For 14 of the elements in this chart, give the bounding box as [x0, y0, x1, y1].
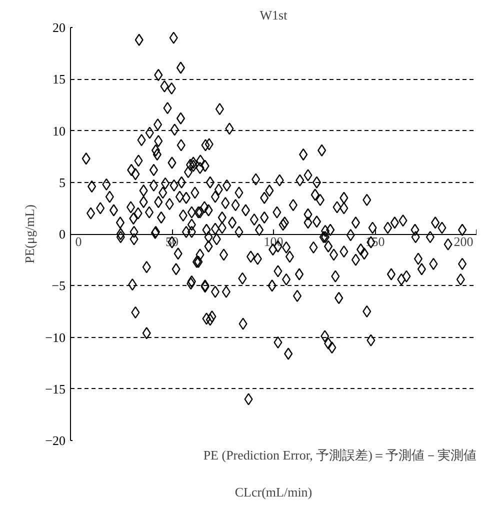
- chart-title: W1st: [260, 8, 288, 22]
- y-tick-label: −15: [45, 381, 66, 396]
- y-axis-title: PE(μg/mL): [22, 204, 38, 264]
- x-axis-title: CLcr(mL/min): [234, 484, 312, 500]
- y-tick-label: −5: [52, 278, 66, 294]
- y-tick-label: −20: [45, 433, 66, 448]
- text: PE (Prediction Error, 予測誤差)＝予測値－実測値: [203, 448, 476, 462]
- x-tick-label: 200: [454, 234, 474, 249]
- y-tick-label: 15: [52, 72, 66, 87]
- y-tick-label: 5: [59, 174, 66, 190]
- x-tick-label: 0: [75, 234, 82, 249]
- y-tick-label: 10: [52, 123, 66, 138]
- y-tick-label: 20: [52, 20, 66, 35]
- y-tick-label: −10: [45, 330, 66, 345]
